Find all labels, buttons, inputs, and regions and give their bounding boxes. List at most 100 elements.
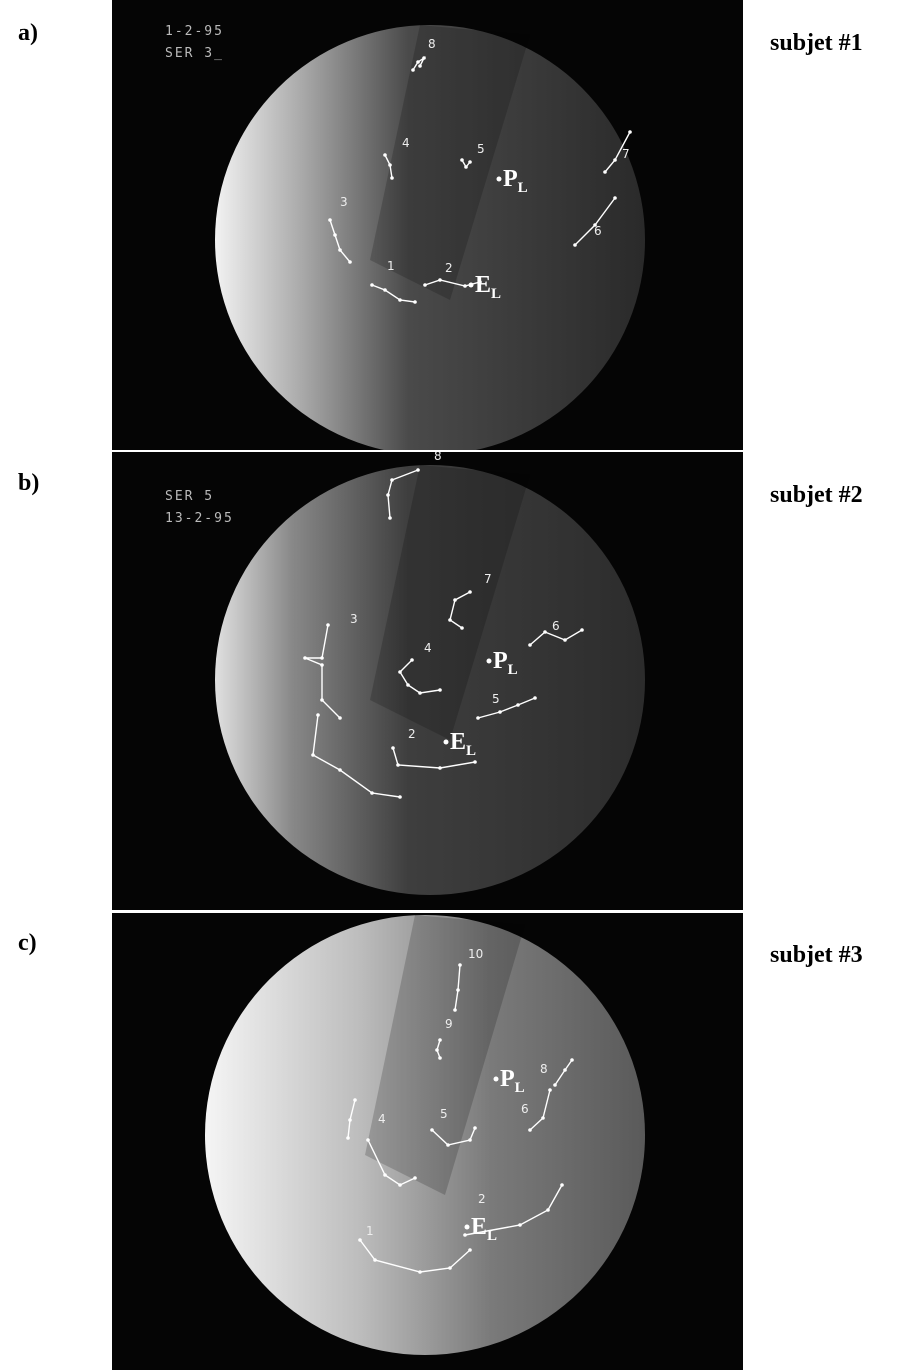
trace-number: 7: [484, 572, 492, 586]
trace-number: 2: [408, 727, 416, 741]
trace-point: [338, 768, 342, 772]
trace-point: [413, 1176, 417, 1180]
trace-point: [438, 766, 442, 770]
trace-number: 6: [552, 619, 560, 633]
trace-number: 4: [378, 1112, 386, 1126]
trace-point: [328, 218, 332, 222]
trace-point: [613, 196, 617, 200]
trace-point: [398, 1183, 402, 1187]
trace-number: 5: [492, 692, 500, 706]
reference-main: E: [450, 729, 466, 755]
trace-point: [438, 688, 442, 692]
trace-point: [320, 663, 324, 667]
trace-point: [388, 516, 392, 520]
trace-point: [373, 1258, 377, 1262]
trace-point: [353, 1098, 357, 1102]
trace-number: 4: [424, 641, 432, 655]
trace-point: [438, 1038, 442, 1042]
trace-point: [533, 696, 537, 700]
trace-point: [498, 710, 502, 714]
trace-number: 1: [366, 1224, 374, 1238]
reference-sub: L: [518, 180, 528, 196]
trace-point: [348, 260, 352, 264]
trace-point: [541, 1116, 545, 1120]
trace-point: [396, 763, 400, 767]
trace-number: 3: [350, 612, 358, 626]
trace-number: 5: [477, 142, 485, 156]
trace-point: [453, 598, 457, 602]
trace-point: [316, 713, 320, 717]
trace-point: [358, 1238, 362, 1242]
overlay-text: 13-2-95: [165, 511, 234, 526]
trace-point: [422, 56, 426, 60]
trace-point: [448, 1266, 452, 1270]
trace-point: [460, 626, 464, 630]
reference-sub: L: [487, 1228, 497, 1244]
trace-point: [370, 283, 374, 287]
trace-point: [516, 703, 520, 707]
trace-number: 4: [402, 136, 410, 150]
trace-point: [326, 623, 330, 627]
reference-main: E: [475, 272, 491, 298]
trace-point: [473, 760, 477, 764]
reference-dot: [497, 177, 502, 182]
trace-point: [418, 1270, 422, 1274]
trace-point: [458, 963, 462, 967]
overlay-text: SER 3_: [165, 46, 224, 61]
trace-point: [468, 1248, 472, 1252]
panel-label: a): [18, 20, 38, 46]
trace-point: [418, 64, 422, 68]
panel-label: c): [18, 930, 37, 956]
trace-number: 3: [340, 195, 348, 209]
trace-point: [370, 791, 374, 795]
panel: a)subjet #11-2-95SER 3_84573612PLEL: [18, 0, 863, 455]
trace-point: [435, 1048, 439, 1052]
trace-point: [338, 248, 342, 252]
trace-point: [398, 795, 402, 799]
trace-point: [563, 1068, 567, 1072]
trace-point: [413, 300, 417, 304]
trace-number: 2: [445, 261, 453, 275]
trace-point: [333, 233, 337, 237]
trace-point: [410, 658, 414, 662]
trace-point: [518, 1223, 522, 1227]
trace-point: [391, 746, 395, 750]
trace-point: [423, 283, 427, 287]
figure: a)subjet #11-2-95SER 3_84573612PLELb)sub…: [0, 0, 923, 1370]
trace-point: [570, 1058, 574, 1062]
trace-point: [320, 656, 324, 660]
trace-point: [388, 163, 392, 167]
trace-point: [390, 176, 394, 180]
trace-point: [338, 716, 342, 720]
trace-point: [528, 1128, 532, 1132]
reference-dot: [465, 1225, 470, 1230]
trace-point: [390, 478, 394, 482]
panel: c)subjet #3109845621PLEL: [18, 913, 863, 1370]
trace-number: 9: [445, 1017, 453, 1031]
trace-point: [383, 1173, 387, 1177]
trace-number: 6: [594, 224, 602, 238]
trace-point: [580, 628, 584, 632]
trace-point: [446, 1143, 450, 1147]
trace-point: [348, 1118, 352, 1122]
trace-point: [603, 170, 607, 174]
trace-point: [628, 130, 632, 134]
trace-point: [528, 643, 532, 647]
trace-number: 1: [387, 259, 395, 273]
reference-main: P: [503, 166, 518, 192]
trace-point: [418, 691, 422, 695]
trace-point: [560, 1183, 564, 1187]
trace-point: [430, 1128, 434, 1132]
trace-point: [548, 1088, 552, 1092]
trace-point: [346, 1136, 350, 1140]
trace-point: [553, 1083, 557, 1087]
trace-point: [438, 278, 442, 282]
trace-point: [463, 1233, 467, 1237]
trace-point: [366, 1138, 370, 1142]
trace-number: 8: [428, 37, 436, 51]
reference-dot: [487, 659, 492, 664]
trace-point: [411, 68, 415, 72]
trace-number: 7: [622, 147, 630, 161]
separator: [112, 910, 743, 913]
